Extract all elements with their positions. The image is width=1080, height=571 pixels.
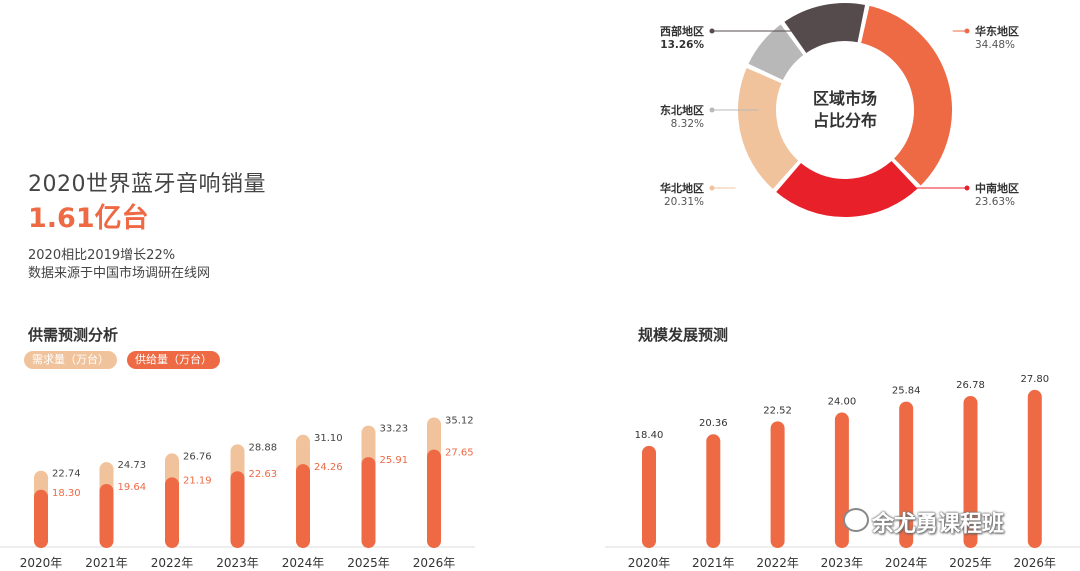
supply-bar-4 xyxy=(296,464,310,548)
scale-label-4: 25.84 xyxy=(892,386,921,397)
headline-title: 2020世界蓝牙音响销量 xyxy=(28,172,266,197)
scale-bar-4 xyxy=(899,401,914,548)
watermark: 余尤勇课程班 xyxy=(872,512,1005,537)
scale-bar-2 xyxy=(770,421,785,548)
supply-label-1: 19.64 xyxy=(118,482,147,493)
pie-center-title-1: 占比分布 xyxy=(813,111,877,130)
supply-label-5: 25.91 xyxy=(380,455,409,466)
scale-label-3: 24.00 xyxy=(828,397,857,408)
leader-dot-0 xyxy=(964,28,970,34)
demand-label-2: 26.76 xyxy=(183,451,212,462)
slice-value-1: 23.63% xyxy=(975,196,1015,208)
supply-demand-title: 供需预测分析 xyxy=(28,326,119,344)
scale-label-2: 22.52 xyxy=(763,405,792,416)
leader-dot-4 xyxy=(709,28,715,34)
demand-label-6: 35.12 xyxy=(445,415,474,426)
supply-bar-3 xyxy=(230,471,245,548)
scale-label-6: 27.80 xyxy=(1020,374,1049,385)
legend-demand: 需求量（万台） xyxy=(24,351,117,369)
demand-label-3: 28.88 xyxy=(249,442,278,453)
leader-dot-2 xyxy=(709,185,715,191)
scale-label-5: 26.78 xyxy=(956,380,985,391)
slice-label-1: 中南地区 xyxy=(975,181,1019,195)
supply-bar-1 xyxy=(99,484,114,548)
supply-label-6: 27.65 xyxy=(445,448,474,459)
demand-label-1: 24.73 xyxy=(118,460,147,471)
slice-value-3: 8.32% xyxy=(671,118,704,130)
slice-value-2: 20.31% xyxy=(664,196,704,208)
scale-tick-4: 2024年 xyxy=(885,556,928,570)
demand-label-0: 22.74 xyxy=(52,469,81,480)
supply-label-3: 22.63 xyxy=(249,469,278,480)
scale-bar-1 xyxy=(706,434,721,548)
supply-bar-6 xyxy=(427,449,441,548)
scale-tick-0: 2020年 xyxy=(628,556,671,570)
supply-tick-0: 2020年 xyxy=(20,556,63,570)
supply-bar-0 xyxy=(34,489,48,548)
slice-label-0: 华东地区 xyxy=(975,24,1019,38)
scale-bar-0 xyxy=(642,445,656,548)
slice-label-4: 西部地区 xyxy=(660,24,704,38)
growth-note: 2020相比2019增长22% xyxy=(28,248,176,263)
leader-dot-1 xyxy=(964,185,970,191)
scale-tick-6: 2026年 xyxy=(1014,556,1057,570)
scale-label-1: 20.36 xyxy=(699,418,728,429)
pie-slice-2 xyxy=(736,65,801,192)
scale-forecast-title: 规模发展预测 xyxy=(638,326,729,344)
supply-tick-2: 2022年 xyxy=(151,556,194,570)
slice-label-2: 华北地区 xyxy=(660,181,704,195)
supply-bar-5 xyxy=(361,457,376,548)
pie-slice-4 xyxy=(781,1,868,56)
supply-tick-6: 2026年 xyxy=(413,556,456,570)
supply-tick-3: 2023年 xyxy=(216,556,259,570)
supply-label-2: 21.19 xyxy=(183,475,212,486)
supply-tick-4: 2024年 xyxy=(282,556,325,570)
source-note: 数据来源于中国市场调研在线网 xyxy=(28,266,211,281)
supply-tick-1: 2021年 xyxy=(85,556,128,570)
slice-value-4: 13.26% xyxy=(660,39,704,51)
scale-tick-3: 2023年 xyxy=(821,556,864,570)
scale-bar-5 xyxy=(963,395,978,548)
slice-value-0: 34.48% xyxy=(975,39,1015,51)
supply-tick-5: 2025年 xyxy=(347,556,390,570)
supply-label-0: 18.30 xyxy=(52,488,81,499)
pie-center-title-0: 区域市场 xyxy=(813,89,877,108)
supply-label-4: 24.26 xyxy=(314,462,343,473)
scale-label-0: 18.40 xyxy=(635,430,664,441)
demand-label-4: 31.10 xyxy=(314,433,343,444)
legend-supply: 供给量（万台） xyxy=(127,351,220,369)
pie-slice-3 xyxy=(745,21,807,83)
leader-dot-3 xyxy=(709,107,715,113)
slice-label-3: 东北地区 xyxy=(660,103,704,117)
headline-value: 1.61亿台 xyxy=(28,203,149,234)
scale-bar-6 xyxy=(1027,389,1042,548)
demand-label-5: 33.23 xyxy=(380,424,409,435)
scale-tick-2: 2022年 xyxy=(756,556,799,570)
wechat-icon xyxy=(843,508,869,532)
pie-slice-0 xyxy=(858,3,954,189)
supply-bar-2 xyxy=(165,477,179,548)
pie-slice-1 xyxy=(773,158,921,219)
scale-tick-5: 2025年 xyxy=(949,556,992,570)
scale-tick-1: 2021年 xyxy=(692,556,735,570)
